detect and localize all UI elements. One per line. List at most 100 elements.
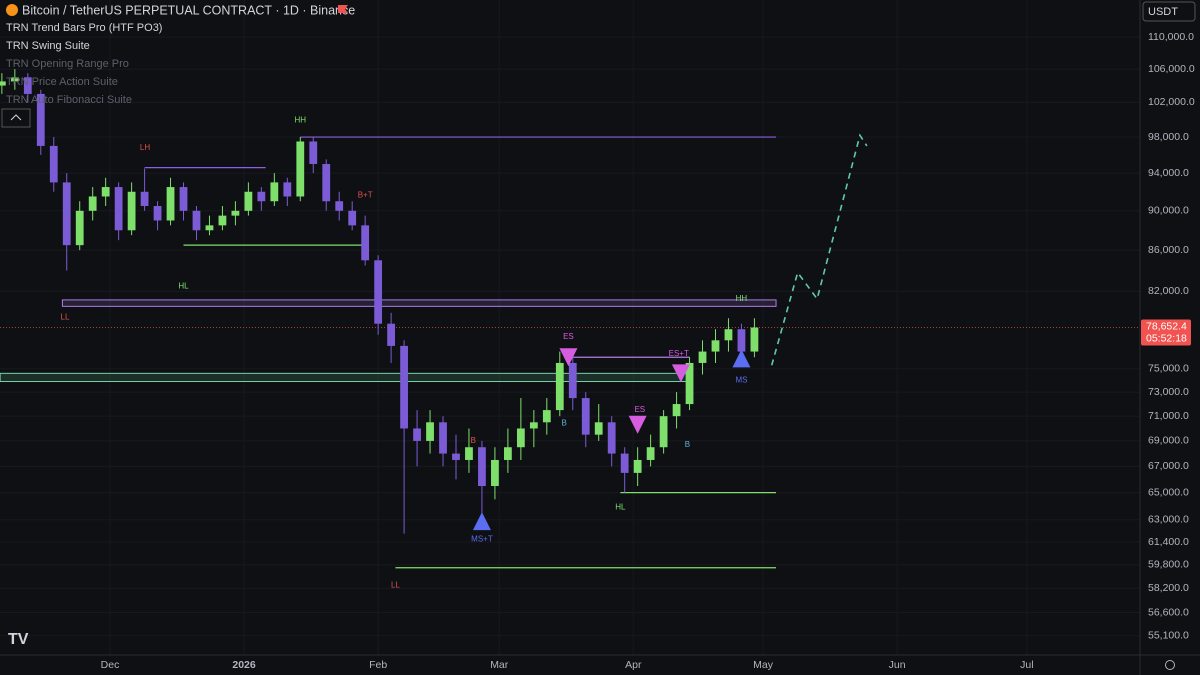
y-tick-label: 63,000.0 — [1148, 514, 1189, 526]
signal-marker — [472, 512, 491, 531]
indicator-name[interactable]: TRN Auto Fibonacci Suite — [6, 94, 132, 106]
candle-body — [685, 362, 694, 405]
indicator-name[interactable]: TRN Swing Suite — [6, 40, 90, 52]
candle-body — [555, 362, 564, 411]
candle-body — [465, 447, 473, 460]
candle-body — [49, 145, 58, 183]
candle-body — [620, 453, 629, 473]
y-tick-label: 82,000.0 — [1148, 285, 1189, 297]
candle-body — [244, 191, 253, 211]
y-tick-label: 65,000.0 — [1148, 486, 1189, 498]
y-tick-label: 106,000.0 — [1148, 63, 1195, 75]
last-price-box — [1141, 319, 1191, 346]
candle-body — [594, 422, 603, 435]
candle-body — [153, 205, 162, 221]
candle-body — [659, 416, 668, 448]
candle-body — [335, 201, 344, 211]
y-tick-label: 71,000.0 — [1148, 410, 1189, 422]
level-band — [0, 372, 691, 383]
candle-body — [400, 345, 408, 429]
candle-body — [179, 187, 188, 211]
x-tick-label: May — [753, 659, 774, 671]
candle-body — [348, 210, 357, 226]
structure-label: HH — [295, 116, 307, 125]
candle-body — [568, 362, 577, 399]
flag-icon[interactable] — [338, 5, 348, 13]
tv-logo[interactable]: TV — [8, 631, 29, 648]
candle-body — [62, 182, 71, 246]
candle-body — [218, 215, 227, 226]
collapse-icon[interactable] — [10, 114, 22, 121]
indicator-name[interactable]: TRN Trend Bars Pro (HTF PO3) — [6, 22, 162, 34]
y-tick-label: 58,200.0 — [1148, 582, 1189, 594]
signal-marker — [732, 349, 751, 368]
y-tick-label: 59,800.0 — [1148, 559, 1189, 571]
structure-label: LL — [61, 312, 70, 321]
x-tick-label: Mar — [490, 659, 509, 671]
x-tick-label: Dec — [101, 659, 120, 671]
countdown: 05:52:18 — [1146, 332, 1187, 344]
candle-body — [542, 410, 551, 423]
y-tick-label: 56,600.0 — [1148, 606, 1189, 618]
indicator-name[interactable]: TRN Opening Range Pro — [6, 58, 129, 70]
structure-label: MS — [735, 375, 747, 384]
candle-body — [516, 428, 525, 448]
candle-body — [166, 187, 175, 221]
x-tick-label: Apr — [625, 659, 642, 671]
structure-label: ES — [634, 405, 645, 414]
candle-body — [711, 340, 720, 352]
structure-label: B+T — [358, 191, 373, 200]
y-tick-label: 90,000.0 — [1148, 205, 1189, 217]
candle-body — [581, 398, 590, 435]
candle-body — [322, 163, 331, 202]
settings-icon[interactable] — [1165, 660, 1175, 670]
candle-body — [75, 210, 84, 246]
candle-body — [257, 191, 266, 202]
indicator-name[interactable]: TRN Price Action Suite — [6, 76, 118, 88]
x-tick-label: Jun — [889, 659, 906, 671]
signal-marker — [671, 364, 690, 383]
candle-body — [296, 141, 305, 197]
candle-body — [452, 453, 460, 460]
candle-body — [413, 428, 421, 441]
candle-body — [387, 323, 396, 346]
candle-body — [114, 187, 123, 231]
candle-body — [10, 77, 19, 82]
structure-label: B — [685, 440, 690, 449]
structure-label: LL — [391, 580, 400, 589]
candle-body — [0, 81, 6, 86]
y-tick-label: 73,000.0 — [1148, 386, 1189, 398]
symbol-title: Bitcoin / TetherUS PERPETUAL CONTRACT · … — [22, 3, 355, 17]
last-price-label: 78,652.4 — [1146, 320, 1187, 332]
structure-label: ES — [563, 332, 574, 341]
x-tick-label: Jul — [1020, 659, 1033, 671]
candle-body — [478, 447, 486, 487]
candle-body — [127, 191, 136, 231]
candle-body — [205, 225, 214, 231]
structure-label: ES+T — [669, 349, 689, 358]
candle-body — [698, 351, 707, 363]
currency[interactable]: USDT — [1148, 6, 1178, 18]
candle-body — [231, 210, 240, 216]
y-tick-label: 102,000.0 — [1148, 96, 1195, 108]
currency-box[interactable] — [1142, 1, 1196, 22]
candle-body — [503, 447, 512, 460]
y-tick-label: 98,000.0 — [1148, 131, 1189, 143]
plot: HH LH HL B+T LL HH ES ES+T ES B B B MS+T MS HL LL — [0, 0, 1140, 655]
y-tick-label: 69,000.0 — [1148, 435, 1189, 447]
structure-label: LH — [140, 143, 150, 152]
x-tick-label: Feb — [369, 659, 387, 671]
structure-label: MS+T — [471, 534, 493, 543]
candle-body — [426, 422, 434, 441]
candle-body — [361, 225, 370, 261]
structure-label: B — [471, 436, 476, 445]
candle-body — [607, 422, 616, 454]
collapse-button[interactable] — [1, 108, 31, 128]
signal-marker — [628, 415, 647, 434]
candle-body — [23, 77, 32, 94]
candle-body — [529, 422, 538, 429]
indicator-list: TRN Trend Bars Pro (HTF PO3) TRN Swing Su… — [6, 22, 162, 106]
